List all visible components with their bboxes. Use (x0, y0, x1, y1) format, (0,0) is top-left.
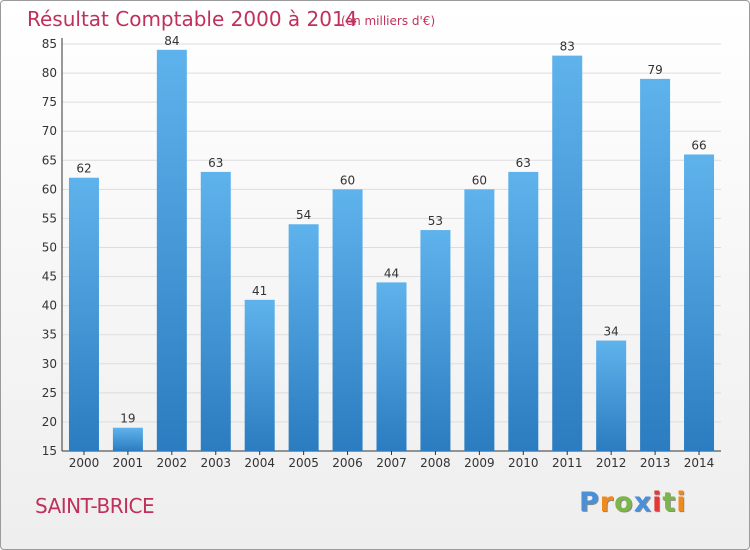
y-tick-label: 70 (42, 124, 57, 138)
x-tick-label: 2008 (420, 456, 451, 470)
x-tick-label: 2000 (69, 456, 100, 470)
x-tick-label: 2006 (332, 456, 363, 470)
bar-2007[interactable] (376, 282, 407, 451)
x-tick-label: 2009 (464, 456, 495, 470)
y-tick-label: 65 (42, 153, 57, 167)
x-tick-label: 2013 (640, 456, 671, 470)
bar-value-label: 84 (164, 34, 179, 48)
x-tick-label: 2014 (684, 456, 715, 470)
bar-2013[interactable] (640, 78, 671, 451)
bar-value-label: 44 (384, 266, 399, 280)
y-tick-label: 15 (42, 444, 57, 458)
y-tick-label: 80 (42, 66, 57, 80)
x-tick-label: 2001 (113, 456, 144, 470)
y-tick-label: 50 (42, 241, 57, 255)
x-tick-label: 2011 (552, 456, 583, 470)
bar-2005[interactable] (288, 224, 319, 451)
y-tick-label: 20 (42, 415, 57, 429)
x-tick-label: 2010 (508, 456, 539, 470)
bar-2000[interactable] (68, 177, 99, 451)
x-tick-label: 2005 (288, 456, 319, 470)
brand-letter: r (599, 487, 615, 518)
x-tick-label: 2007 (376, 456, 407, 470)
bar-value-label: 63 (516, 156, 531, 170)
brand-letter: i (676, 487, 687, 518)
bar-2011[interactable] (552, 55, 583, 451)
bar-2012[interactable] (596, 340, 627, 451)
bar-2003[interactable] (200, 171, 231, 451)
label-layer: 62 19 84 63 41 54 60 44 53 60 63 83 34 79 66 (76, 34, 706, 426)
bar-layer (68, 49, 715, 452)
x-tick-label: 2004 (244, 456, 275, 470)
bar-2008[interactable] (420, 230, 451, 451)
bar-value-label: 34 (604, 325, 619, 339)
commune-name: SAINT-BRICE (35, 494, 155, 518)
bar-2004[interactable] (244, 299, 275, 451)
y-tick-label: 30 (42, 357, 57, 371)
brand-letter: o (614, 487, 634, 518)
bar-value-label: 63 (208, 156, 223, 170)
y-tick-label: 35 (42, 328, 57, 342)
y-tick-label: 85 (42, 37, 57, 51)
brand-letter: P (579, 487, 600, 518)
bar-2014[interactable] (684, 154, 715, 451)
bar-2010[interactable] (508, 171, 539, 451)
bar-value-label: 54 (296, 208, 311, 222)
brand-letter: x (633, 487, 653, 518)
bar-value-label: 41 (252, 284, 267, 298)
bar-2006[interactable] (332, 189, 363, 451)
y-tick-label: 75 (42, 95, 57, 109)
bar-value-label: 66 (691, 138, 706, 152)
brand-letter: t (662, 487, 677, 518)
bar-value-label: 83 (560, 40, 575, 54)
bar-value-label: 53 (428, 214, 443, 228)
y-tick-label: 60 (42, 182, 57, 196)
brand-letter: i (652, 487, 663, 518)
bar-2001[interactable] (112, 427, 143, 451)
bar-value-label: 62 (76, 162, 91, 176)
brand-logo[interactable]: Proxiti (579, 487, 687, 518)
x-tick-label: 2012 (596, 456, 627, 470)
x-tick-label: 2002 (157, 456, 188, 470)
x-tick-label: 2003 (200, 456, 231, 470)
bar-value-label: 60 (340, 173, 355, 187)
chart-subtitle: (en milliers d'€) (341, 14, 435, 28)
bar-value-label: 60 (472, 173, 487, 187)
y-tick-label: 40 (42, 299, 57, 313)
bar-value-label: 79 (647, 63, 662, 77)
y-tick-label: 45 (42, 270, 57, 284)
bar-2009[interactable] (464, 189, 495, 451)
chart-title: Résultat Comptable 2000 à 2014 (27, 7, 357, 31)
bar-2002[interactable] (156, 49, 187, 452)
y-tick-label: 55 (42, 211, 57, 225)
bar-value-label: 19 (120, 412, 135, 426)
y-tick-label: 25 (42, 386, 57, 400)
